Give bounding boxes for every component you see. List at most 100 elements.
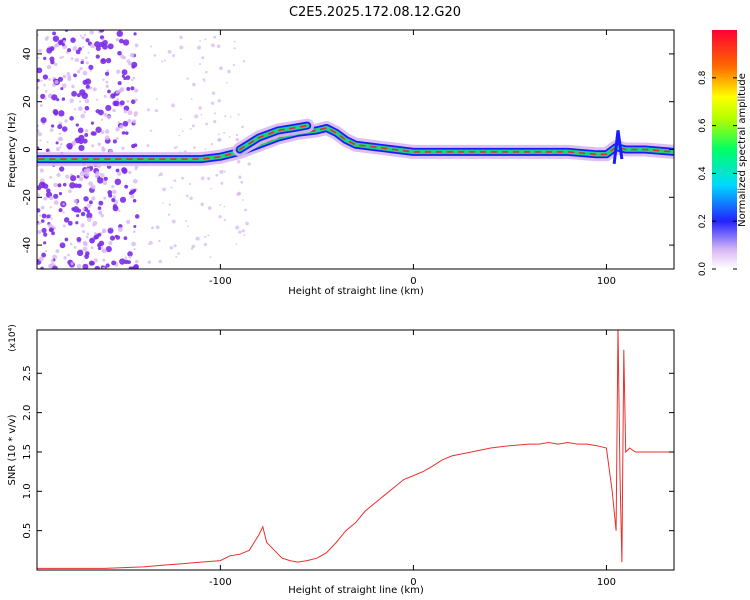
noise-speck	[121, 146, 125, 150]
noise-speck	[57, 136, 63, 142]
noise-speck	[109, 96, 112, 99]
noise-speck	[105, 246, 112, 253]
noise-speck	[168, 203, 171, 206]
noise-speck	[117, 50, 122, 56]
noise-speck	[49, 206, 52, 209]
noise-speck	[41, 252, 47, 258]
noise-speck	[101, 58, 105, 62]
noise-speck	[89, 237, 96, 244]
noise-speck	[219, 169, 224, 174]
noise-speck	[57, 183, 62, 188]
noise-speck	[119, 196, 127, 203]
noise-speck	[70, 37, 76, 43]
noise-speck	[99, 173, 102, 176]
noise-speck	[64, 119, 68, 123]
noise-speck	[60, 142, 63, 146]
noise-speck	[77, 127, 84, 134]
y-tick-label: -20	[22, 189, 33, 205]
noise-speck	[105, 80, 109, 84]
noise-speck	[118, 38, 124, 44]
noise-speck	[90, 184, 96, 190]
noise-speck	[92, 220, 98, 226]
noise-speck	[107, 227, 114, 234]
noise-speck	[205, 122, 209, 126]
noise-speck	[200, 202, 205, 207]
noise-speck	[125, 219, 131, 224]
noise-speck	[46, 64, 52, 70]
noise-speck	[112, 108, 116, 113]
noise-speck	[102, 38, 105, 41]
noise-speck	[61, 42, 65, 47]
noise-speck	[86, 212, 93, 219]
noise-speck	[227, 69, 231, 74]
noise-speck	[132, 119, 137, 124]
noise-speck	[204, 235, 207, 239]
noise-speck	[78, 176, 84, 182]
noise-speck	[198, 106, 202, 110]
noise-speck	[207, 234, 210, 237]
noise-speck	[43, 56, 47, 61]
snr-ylabel: SNR (10 * v/v)	[7, 414, 18, 485]
noise-speck	[218, 215, 222, 219]
noise-speck	[47, 223, 53, 229]
colorbar-tick-label: 0.2	[698, 214, 708, 228]
figure-title: C2E5.2025.172.08.12.G20	[289, 5, 461, 20]
noise-speck	[67, 253, 70, 257]
noise-speck	[106, 69, 110, 73]
noise-speck	[147, 243, 150, 246]
noise-speck	[211, 43, 215, 48]
noise-speck	[158, 239, 161, 243]
noise-speck	[133, 113, 137, 117]
noise-speck	[85, 84, 90, 89]
noise-speck	[210, 187, 213, 190]
noise-speck	[82, 240, 88, 246]
noise-speck	[229, 116, 232, 118]
noise-speck	[65, 174, 70, 179]
noise-speck	[114, 178, 122, 186]
noise-speck	[82, 263, 89, 269]
noise-speck	[97, 142, 101, 147]
colorbar-tick-label: 0.0	[698, 262, 708, 277]
noise-speck	[97, 177, 104, 184]
noise-speck	[126, 87, 131, 91]
noise-speck	[112, 189, 117, 195]
noise-speck	[73, 246, 77, 249]
y-tick-label: -40	[22, 237, 33, 253]
noise-speck	[123, 76, 127, 81]
noise-speck	[103, 196, 107, 200]
noise-speck	[70, 261, 74, 266]
noise-speck	[123, 236, 128, 240]
noise-speck	[46, 214, 51, 219]
noise-speck	[214, 112, 217, 115]
noise-speck	[128, 191, 133, 195]
noise-speck	[200, 176, 205, 181]
noise-speck	[66, 142, 73, 150]
noise-speck	[127, 110, 133, 116]
noise-speck	[104, 135, 110, 141]
noise-speck	[236, 160, 241, 164]
noise-speck	[40, 219, 45, 223]
noise-speck	[112, 139, 117, 144]
noise-speck	[223, 170, 226, 173]
noise-speck	[53, 193, 59, 199]
noise-speck	[62, 211, 65, 214]
noise-speck	[128, 255, 132, 259]
noise-speck	[71, 90, 77, 97]
noise-speck	[78, 100, 82, 103]
noise-speck	[39, 104, 43, 107]
noise-speck	[58, 132, 61, 136]
noise-speck	[195, 238, 198, 241]
noise-speck	[241, 125, 244, 129]
x-tick-label: -100	[209, 577, 232, 588]
noise-speck	[75, 49, 81, 55]
noise-speck	[133, 143, 138, 148]
noise-speck	[50, 259, 54, 263]
noise-speck	[179, 45, 184, 50]
colorbar-label: Normalized spectral amplitude	[737, 73, 748, 227]
noise-speck	[224, 115, 227, 118]
y-tick-label: 2.5	[22, 365, 33, 381]
noise-speck	[211, 91, 216, 95]
spectrogram-xlabel: Height of straight line (km)	[288, 286, 424, 297]
noise-speck	[78, 144, 85, 152]
noise-speck	[37, 132, 42, 137]
